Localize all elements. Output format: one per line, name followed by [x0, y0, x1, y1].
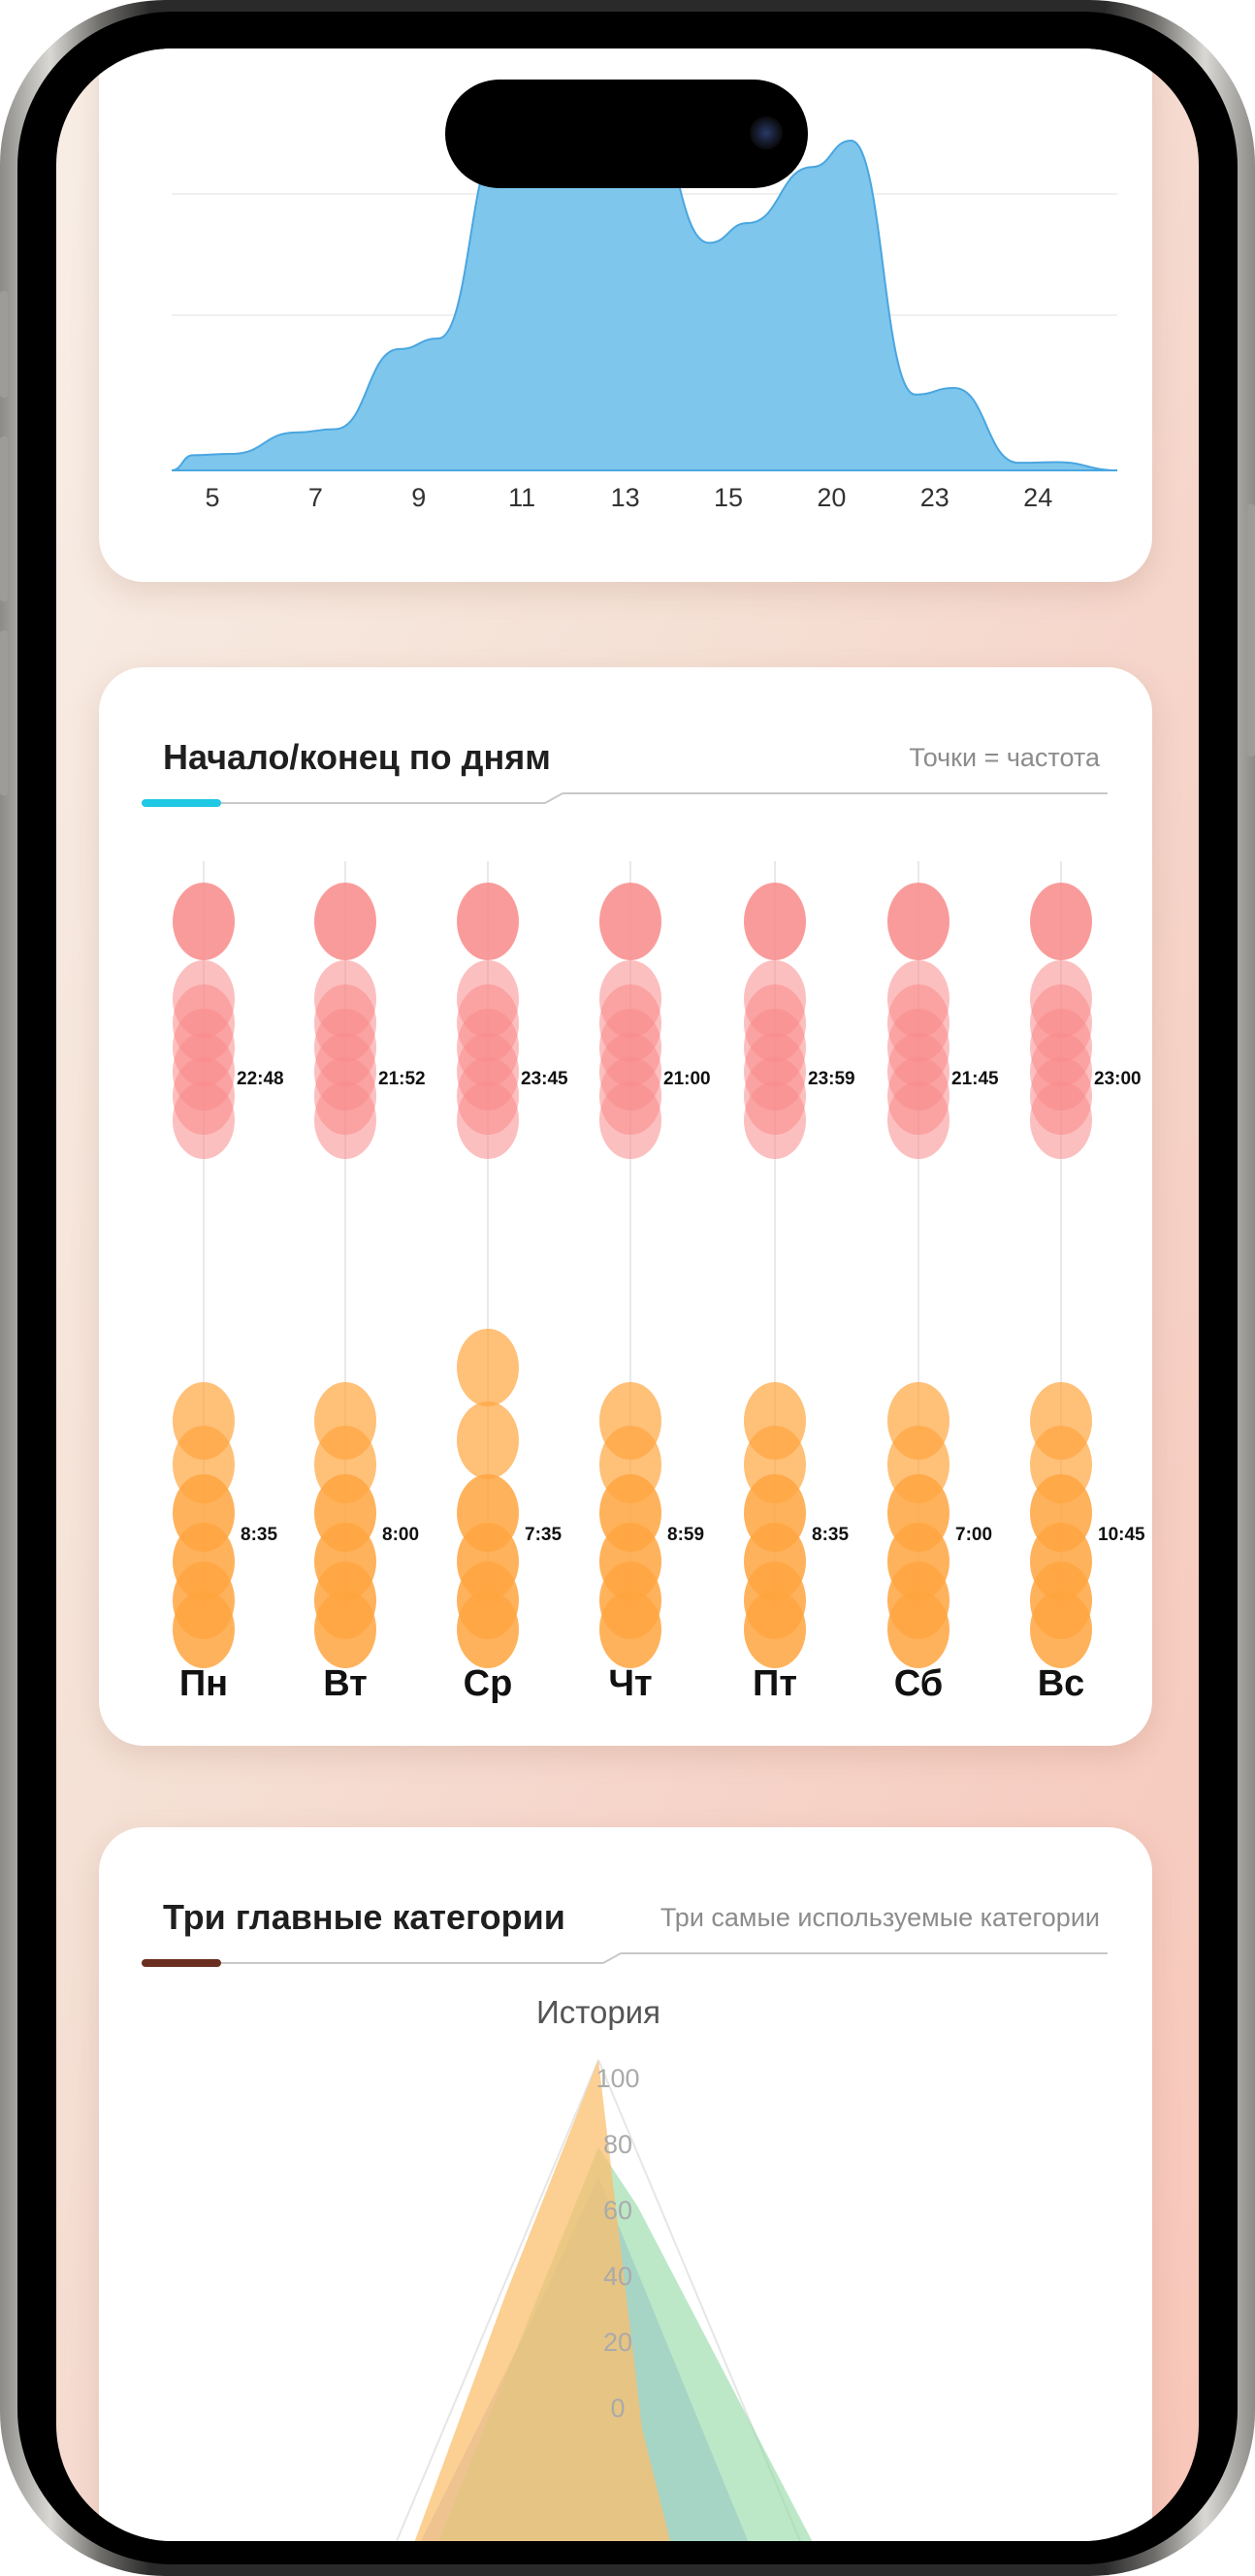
- radar-tick-label: 60: [603, 2196, 632, 2225]
- day-column: 23:00 10:45 Вс: [1030, 861, 1145, 1704]
- start-time-label: 8:00: [382, 1525, 419, 1545]
- x-tick-label: 15: [714, 483, 743, 512]
- end-time-dot: [457, 883, 519, 960]
- start-time-label: 7:00: [955, 1525, 992, 1545]
- end-time-dot: [744, 1081, 806, 1159]
- radar-axis-label: История: [536, 1994, 660, 2030]
- categories-card: Три главные категории Три самые использу…: [99, 1827, 1152, 2541]
- volume-up-button: [0, 436, 8, 601]
- x-tick-label: 7: [308, 483, 323, 512]
- end-time-dot: [173, 1081, 235, 1159]
- day-label: Вс: [1038, 1663, 1085, 1704]
- day-label: Сб: [894, 1663, 943, 1704]
- day-label: Ср: [464, 1663, 513, 1704]
- end-time-label: 23:45: [521, 1069, 568, 1089]
- end-time-dot: [887, 883, 949, 960]
- start-time-dot: [1030, 1591, 1092, 1668]
- day-column: 22:48 8:35 Пн: [173, 861, 284, 1704]
- end-time-dot: [887, 1081, 949, 1159]
- day-label: Чт: [608, 1663, 652, 1704]
- day-column: 21:00 8:59 Чт: [599, 861, 711, 1704]
- app-screen[interactable]: 5 7 9 11 13 15 20 23 24 Начало/конец по дням Точ…: [56, 48, 1199, 2541]
- start-time-dot: [314, 1591, 376, 1668]
- start-time-label: 10:45: [1098, 1525, 1145, 1545]
- days-card: Начало/конец по дням Точки = частота 22:…: [99, 667, 1152, 1746]
- start-time-label: 8:35: [812, 1525, 849, 1545]
- days-chart: 22:48 8:35 Пн 21:52 8:00 Вт 23:45 7:35 Ср 21:00 8:…: [173, 861, 1145, 1704]
- categories-card-subtitle: Три самые используемые категории: [660, 1903, 1100, 1932]
- radar-chart: История 100 80 60 40 20 0: [395, 1994, 813, 2541]
- start-time-dot: [457, 1401, 519, 1479]
- day-label: Пт: [753, 1663, 797, 1704]
- front-camera: [750, 116, 783, 149]
- x-tick-label: 23: [920, 483, 949, 512]
- radar-tick-label: 40: [603, 2262, 632, 2291]
- radar-tick-label: 20: [603, 2328, 632, 2357]
- radar-spoke: [597, 2059, 802, 2541]
- x-tick-label: 24: [1023, 483, 1052, 512]
- end-time-label: 22:48: [237, 1069, 284, 1089]
- start-time-dot: [744, 1591, 806, 1668]
- end-time-dot: [1030, 883, 1092, 960]
- day-column: 23:45 7:35 Ср: [457, 861, 568, 1704]
- radar-tick-label: 80: [603, 2130, 632, 2159]
- end-time-label: 21:52: [378, 1069, 426, 1089]
- days-card-title: Начало/конец по дням: [163, 737, 551, 777]
- day-column: 21:52 8:00 Вт: [314, 861, 426, 1704]
- end-time-dot: [314, 883, 376, 960]
- start-time-dot: [457, 1591, 519, 1668]
- x-tick-label: 20: [817, 483, 846, 512]
- end-time-label: 23:00: [1094, 1069, 1142, 1089]
- start-time-label: 7:35: [525, 1525, 562, 1545]
- radar-spoke: [395, 2059, 599, 2541]
- end-time-label: 21:45: [951, 1069, 999, 1089]
- days-card-accent: [142, 799, 221, 807]
- end-time-dot: [1030, 1081, 1092, 1159]
- start-time-dot: [887, 1591, 949, 1668]
- x-tick-label: 9: [411, 483, 426, 512]
- start-time-label: 8:59: [667, 1525, 704, 1545]
- power-button: [1247, 504, 1255, 757]
- radar-series-polygon: [414, 2060, 670, 2541]
- start-time-dot: [457, 1329, 519, 1406]
- day-label: Пн: [179, 1663, 228, 1704]
- day-column: 21:45 7:00 Сб: [887, 861, 999, 1704]
- day-label: Вт: [323, 1663, 368, 1704]
- end-time-label: 21:00: [663, 1069, 711, 1089]
- radar-tick-label: 0: [610, 2394, 625, 2423]
- start-time-label: 8:35: [241, 1525, 277, 1545]
- categories-card-divider: [142, 1952, 1108, 1967]
- end-time-label: 23:59: [808, 1069, 855, 1089]
- volume-down-button: [0, 630, 8, 795]
- categories-card-title: Три главные категории: [163, 1897, 565, 1937]
- end-time-dot: [314, 1081, 376, 1159]
- end-time-dot: [744, 883, 806, 960]
- categories-card-accent: [142, 1959, 221, 1967]
- start-time-dot: [173, 1591, 235, 1668]
- end-time-dot: [599, 883, 661, 960]
- dynamic-island: [445, 80, 808, 188]
- end-time-dot: [599, 1081, 661, 1159]
- days-card-subtitle: Точки = частота: [909, 743, 1100, 772]
- x-tick-label: 11: [508, 483, 535, 512]
- end-time-dot: [173, 883, 235, 960]
- end-time-dot: [457, 1081, 519, 1159]
- action-button: [0, 291, 8, 398]
- x-tick-label: 5: [205, 483, 219, 512]
- start-time-dot: [599, 1591, 661, 1668]
- radar-tick-label: 100: [595, 2064, 639, 2093]
- day-column: 23:59 8:35 Пт: [744, 861, 855, 1704]
- days-card-divider: [142, 792, 1108, 807]
- x-tick-label: 13: [611, 483, 640, 512]
